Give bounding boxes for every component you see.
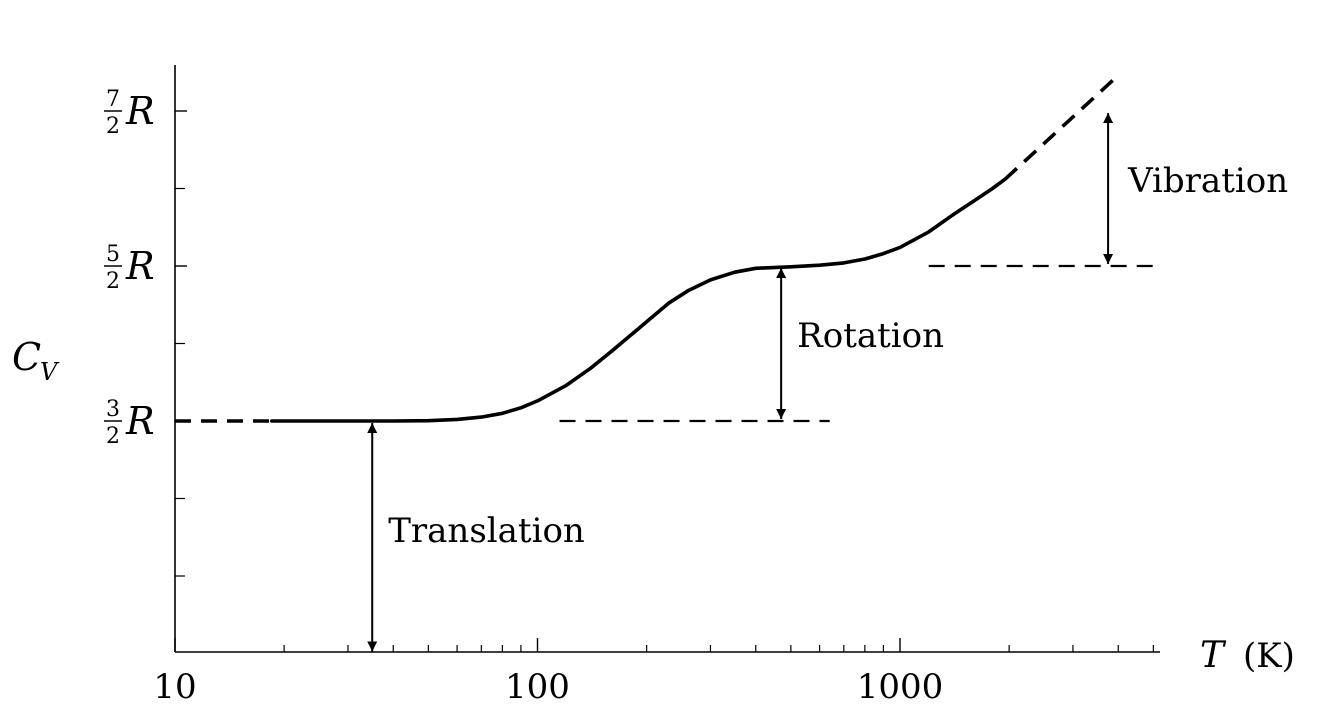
x-axis-unit: (K) [1243, 636, 1295, 676]
y-tick-denominator: 2 [106, 114, 120, 139]
x-tick-label: 1000 [857, 667, 944, 707]
axes [174, 65, 1160, 653]
y-tick-denominator: 2 [106, 424, 120, 449]
y-tick-denominator: 2 [106, 269, 120, 294]
axis-labels: CV T (K) [12, 335, 1295, 676]
y-tick-label: 72 R [104, 87, 155, 139]
x-axis-label: T [1200, 635, 1227, 676]
annotation-label: Translation [388, 511, 585, 551]
y-tick-unit: R [125, 89, 155, 133]
y-tick-numerator: 5 [106, 242, 120, 267]
annotation-label: Rotation [797, 316, 944, 356]
x-tick-label: 100 [505, 667, 570, 707]
annotation-label: Vibration [1127, 161, 1288, 201]
y-tick-numerator: 3 [106, 397, 120, 422]
reference-lines [559, 264, 1154, 423]
y-axis-label-subscript: V [40, 358, 60, 386]
y-axis-label: C [12, 335, 41, 379]
curve-dashed-segment [1003, 74, 1120, 181]
heat-capacity-curve [269, 177, 1007, 423]
y-tick-label: 52 R [104, 242, 155, 294]
y-tick-label: 32 R [104, 397, 155, 449]
annotations: Translation Rotation Vibration [367, 113, 1288, 652]
y-tick-numerator: 7 [106, 87, 120, 112]
y-tick-unit: R [125, 399, 155, 443]
curves [175, 74, 1120, 423]
y-tick-unit: R [125, 244, 155, 288]
x-tick-label: 10 [153, 667, 196, 707]
